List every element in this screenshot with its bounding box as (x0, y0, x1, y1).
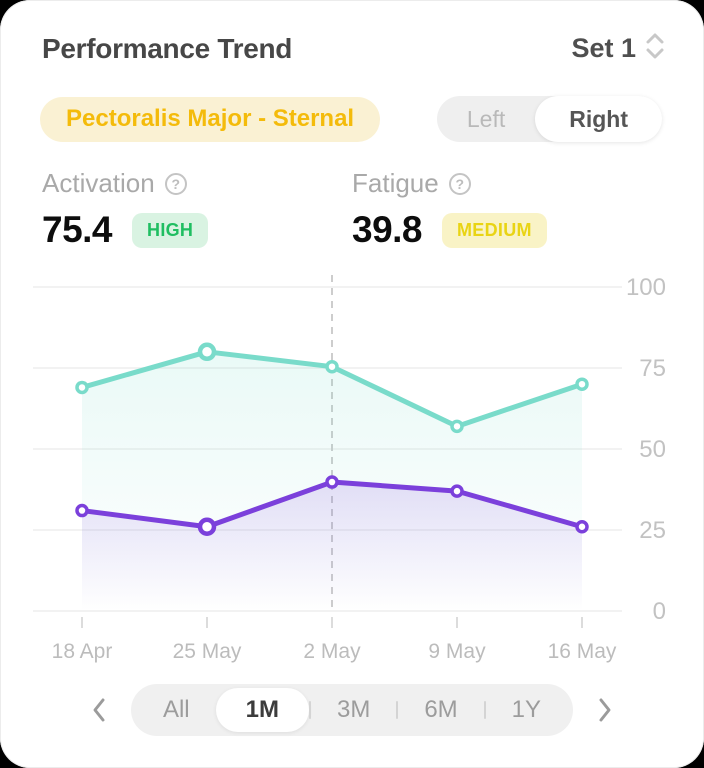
range-divider (308, 701, 311, 719)
set-selector-value: Set 1 (571, 33, 636, 63)
svg-text:0: 0 (653, 598, 666, 625)
fatigue-label: Fatigue (352, 168, 439, 198)
side-toggle-left[interactable]: Left (466, 105, 506, 132)
svg-text:2 May: 2 May (303, 640, 361, 663)
trend-chart[interactable]: 100 75 50 25 0 18 Apr 25 May 2 May 9 May 16 May (0, 270, 704, 670)
fatigue-level-badge: MEDIUM (442, 212, 547, 248)
range-divider (483, 701, 486, 719)
range-option-6m[interactable]: 6M (424, 696, 458, 723)
svg-text:18 Apr: 18 Apr (52, 640, 113, 663)
trend-chart-area[interactable]: 100 75 50 25 0 18 Apr 25 May 2 May 9 May 16 May (0, 270, 704, 670)
range-option-1m[interactable]: 1M (215, 688, 309, 732)
fatigue-value: 39.8 (352, 209, 423, 250)
svg-text:25: 25 (639, 517, 666, 544)
side-toggle-right[interactable]: Right (535, 96, 662, 142)
activation-value: 75.4 (42, 209, 113, 250)
side-toggle: Left Right (436, 96, 662, 142)
muscle-badge: Pectoralis Major - Sternal (40, 96, 381, 142)
svg-text:25 May: 25 May (173, 640, 242, 663)
fatigue-stat: Fatigue ? 39.8 MEDIUM (352, 168, 662, 251)
help-icon[interactable]: ? (164, 172, 187, 195)
stats-row: Activation ? 75.4 HIGH Fatigue ? 39.8 ME… (42, 168, 662, 251)
range-track: All 1M 3M 6M 1Y (130, 684, 574, 736)
svg-text:75: 75 (639, 355, 666, 382)
range-option-1y[interactable]: 1Y (511, 696, 542, 723)
set-selector[interactable]: Set 1 (571, 30, 666, 67)
range-option-all[interactable]: All (162, 696, 190, 723)
svg-text:100: 100 (626, 274, 666, 301)
range-divider (396, 701, 399, 719)
help-icon[interactable]: ? (448, 172, 471, 195)
chevron-right-icon[interactable] (593, 693, 617, 727)
chevron-up-down-icon (644, 30, 666, 67)
svg-text:50: 50 (639, 436, 666, 463)
card-header: Performance Trend Set 1 (42, 30, 666, 67)
activation-label: Activation (42, 168, 155, 198)
activation-stat: Activation ? 75.4 HIGH (42, 168, 352, 251)
activation-level-badge: HIGH (132, 212, 209, 248)
svg-text:16 May: 16 May (548, 640, 617, 663)
range-bar: All 1M 3M 6M 1Y (0, 684, 704, 736)
page-title: Performance Trend (42, 32, 293, 64)
range-option-3m[interactable]: 3M (336, 696, 371, 723)
chevron-left-icon[interactable] (87, 693, 111, 727)
badge-row: Pectoralis Major - Sternal Left Right (40, 96, 662, 142)
svg-text:9 May: 9 May (428, 640, 486, 663)
